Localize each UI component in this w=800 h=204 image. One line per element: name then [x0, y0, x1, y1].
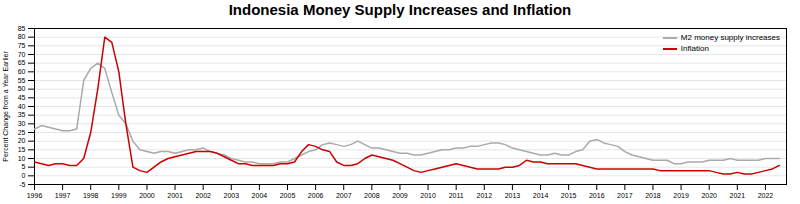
svg-text:2010: 2010: [420, 192, 436, 199]
svg-text:2005: 2005: [280, 192, 296, 199]
svg-text:2018: 2018: [645, 192, 661, 199]
svg-text:0: 0: [22, 172, 26, 179]
svg-text:80: 80: [18, 33, 26, 40]
svg-text:35: 35: [18, 111, 26, 118]
svg-text:2016: 2016: [589, 192, 605, 199]
svg-text:65: 65: [18, 59, 26, 66]
svg-text:70: 70: [18, 51, 26, 58]
svg-text:1996: 1996: [27, 192, 43, 199]
svg-text:2009: 2009: [392, 192, 408, 199]
svg-text:2001: 2001: [167, 192, 183, 199]
svg-text:10: 10: [18, 155, 26, 162]
svg-text:40: 40: [18, 103, 26, 110]
svg-text:2012: 2012: [477, 192, 493, 199]
svg-text:2013: 2013: [505, 192, 521, 199]
svg-text:1998: 1998: [83, 192, 99, 199]
html-text:M2 money supply increases: M2 money supply increases: [680, 33, 780, 42]
svg-text:2017: 2017: [617, 192, 633, 199]
svg-text:2020: 2020: [701, 192, 717, 199]
svg-text:2014: 2014: [533, 192, 549, 199]
svg-text:2015: 2015: [561, 192, 577, 199]
svg-text:75: 75: [18, 42, 26, 49]
svg-text:85: 85: [18, 25, 26, 32]
svg-text:2021: 2021: [730, 192, 746, 199]
svg-text:2003: 2003: [223, 192, 239, 199]
svg-text:50: 50: [18, 85, 26, 92]
svg-text:60: 60: [18, 68, 26, 75]
svg-text:25: 25: [18, 129, 26, 136]
svg-text:20: 20: [18, 137, 26, 144]
svg-text:1997: 1997: [55, 192, 71, 199]
svg-text:Percent Change from a Year Ear: Percent Change from a Year Earlier: [2, 51, 10, 162]
svg-text:2004: 2004: [252, 192, 268, 199]
html-text:Inflation: Inflation: [680, 44, 709, 53]
svg-text:2006: 2006: [308, 192, 324, 199]
svg-text:55: 55: [18, 77, 26, 84]
svg-text:2008: 2008: [364, 192, 380, 199]
svg-text:15: 15: [18, 146, 26, 153]
svg-text:1999: 1999: [111, 192, 127, 199]
svg-text:-5: -5: [19, 181, 25, 188]
svg-text:45: 45: [18, 94, 26, 101]
svg-text:2007: 2007: [336, 192, 352, 199]
svg-text:2011: 2011: [449, 192, 464, 199]
svg-text:2002: 2002: [195, 192, 211, 199]
svg-text:5: 5: [22, 163, 26, 170]
svg-text:2000: 2000: [139, 192, 155, 199]
svg-text:2022: 2022: [758, 192, 774, 199]
svg-text:30: 30: [18, 120, 26, 127]
html-text:Indonesia Money Supply Increas: Indonesia Money Supply Increases and Inf…: [228, 1, 572, 18]
svg-text:2019: 2019: [673, 192, 689, 199]
